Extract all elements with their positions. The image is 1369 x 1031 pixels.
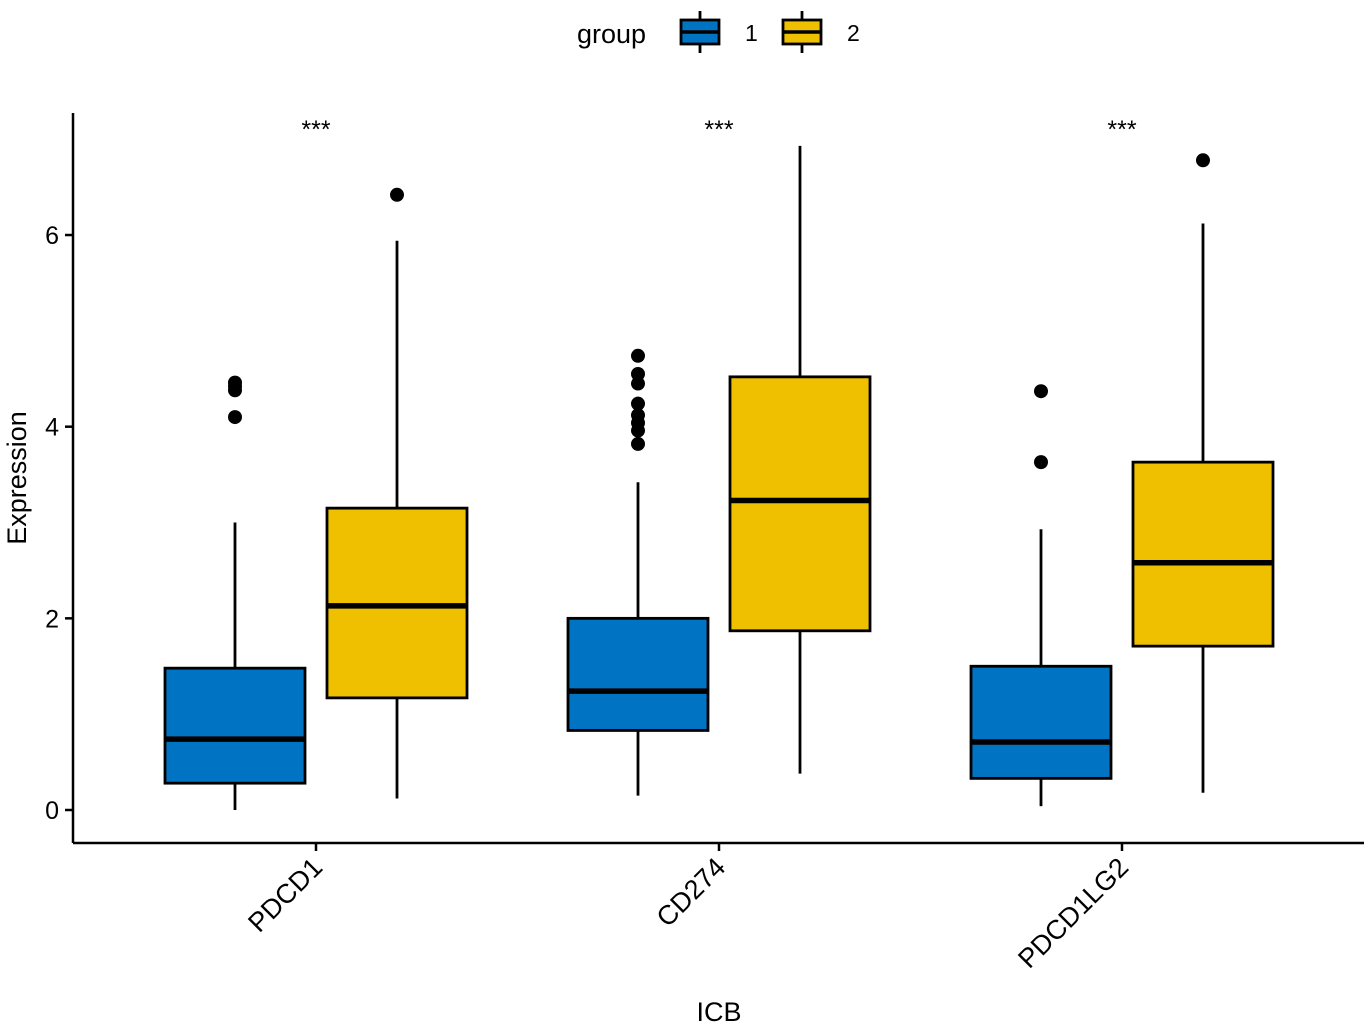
outlier-point: [631, 408, 645, 423]
box-pdcd1-group-1: [163, 375, 307, 810]
box-iqr: [1131, 460, 1275, 648]
y-tick-label: 6: [45, 222, 59, 250]
outlier-point: [631, 376, 645, 391]
box-iqr: [163, 666, 307, 785]
box-cd274-group-2: [728, 145, 872, 774]
outlier-point: [390, 187, 404, 202]
box-iqr: [969, 664, 1113, 780]
outlier-point: [228, 410, 242, 425]
y-tick-label: 4: [45, 414, 59, 442]
outlier-point: [631, 436, 645, 451]
box-iqr: [325, 506, 469, 700]
outlier-point: [228, 375, 242, 390]
legend: group 1 2: [577, 11, 860, 53]
y-axis-title: Expression: [2, 411, 32, 545]
x-tick-label-pdcd1: PDCD1: [242, 852, 328, 938]
box-iqr: [566, 616, 710, 732]
legend-entry-2: 2: [781, 11, 860, 53]
outlier-point: [1034, 384, 1048, 399]
x-tick-label-cd274: CD274: [651, 852, 732, 933]
legend-label: 2: [847, 20, 860, 46]
outlier-point: [1034, 455, 1048, 470]
box-pdcd1lg2-group-2: [1131, 153, 1275, 793]
significance-label: ***: [301, 116, 330, 144]
box-cd274-group-1: [566, 348, 710, 796]
significance-label: ***: [1107, 116, 1136, 144]
box-pdcd1lg2-group-1: [969, 384, 1113, 807]
outlier-point: [631, 348, 645, 363]
plot-panel: 0 2 4 6 PDCD1 CD274 PDCD1LG2 *** *** ***: [45, 113, 1364, 974]
y-tick-label: 2: [45, 605, 59, 633]
significance-label: ***: [704, 116, 733, 144]
outlier-point: [1196, 153, 1210, 168]
box-pdcd1-group-2: [325, 187, 469, 799]
outlier-point: [631, 396, 645, 411]
x-tick-label-pdcd1lg2: PDCD1LG2: [1012, 852, 1134, 974]
legend-entry-1: 1: [679, 11, 758, 53]
y-tick-label: 0: [45, 797, 59, 825]
box-iqr: [728, 375, 872, 633]
legend-label: 1: [745, 20, 758, 46]
legend-title: group: [577, 19, 646, 49]
x-axis-title: ICB: [696, 997, 741, 1027]
outlier-point: [631, 366, 645, 381]
